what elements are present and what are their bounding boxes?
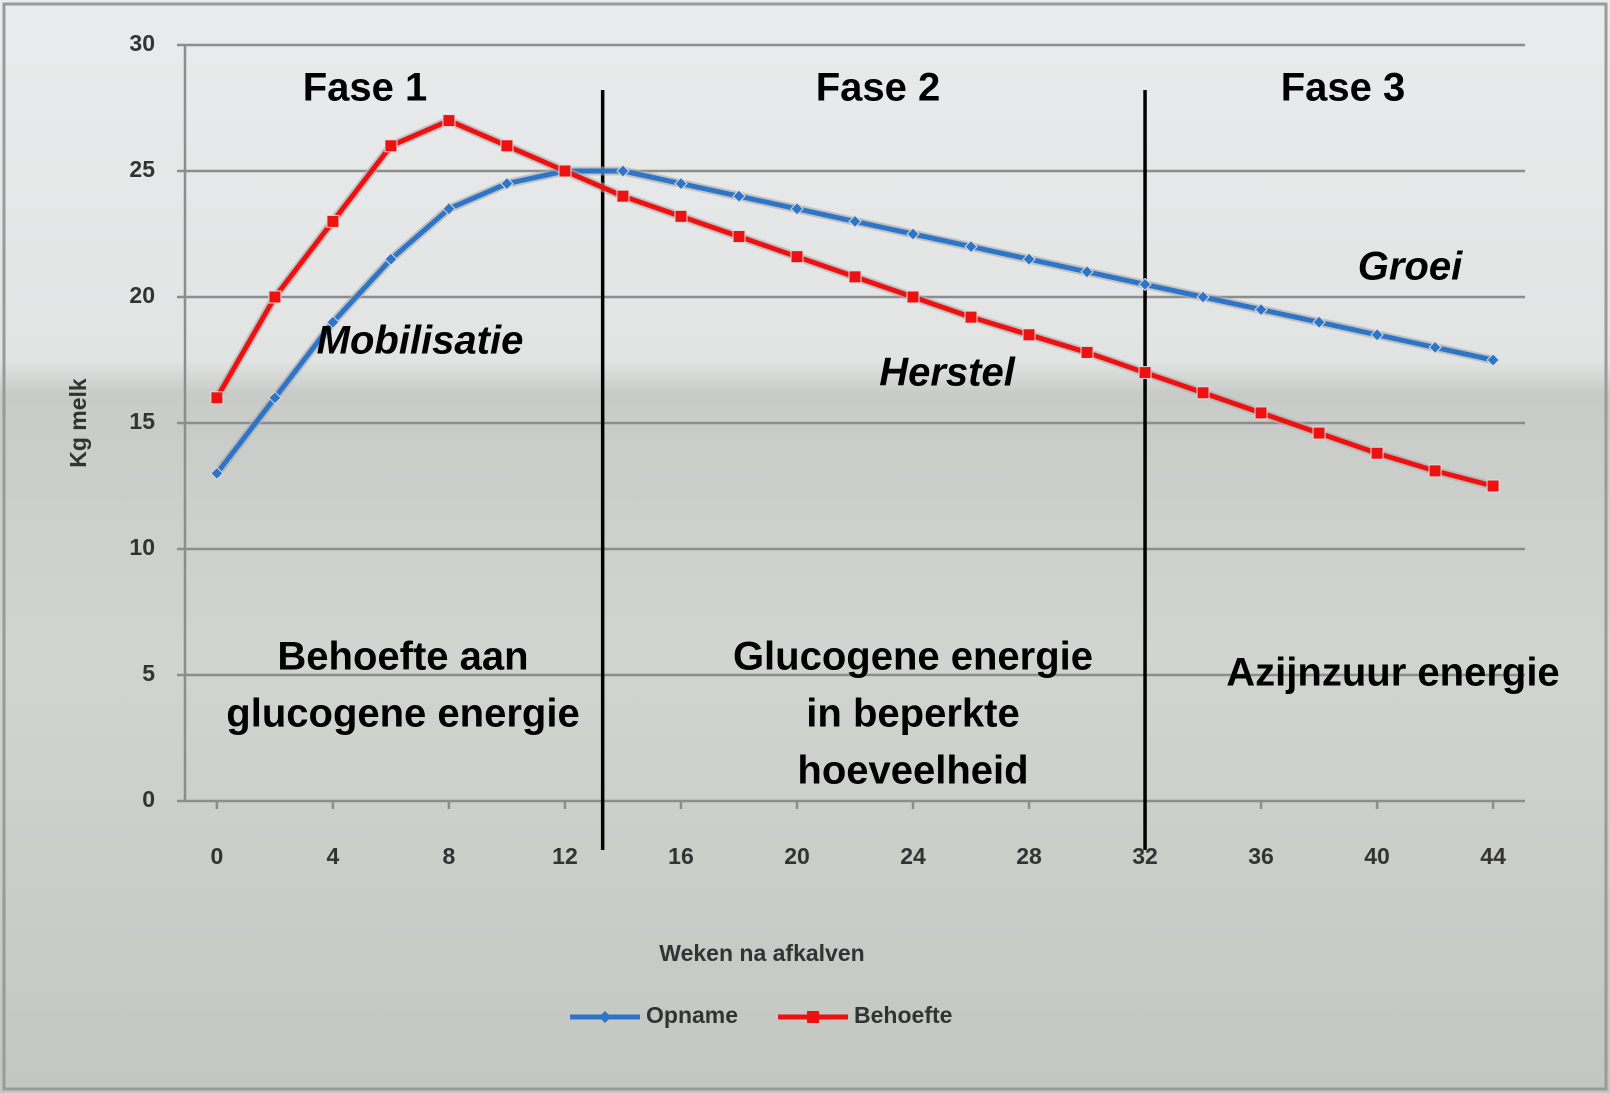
annotation: glucogene energie	[226, 692, 579, 736]
x-tick-label: 0	[211, 843, 224, 869]
marker	[1312, 426, 1326, 440]
x-tick-label: 8	[443, 843, 456, 869]
marker	[616, 189, 630, 203]
y-tick-label: 30	[129, 30, 155, 56]
marker	[210, 391, 224, 405]
marker	[1080, 265, 1094, 279]
marker	[1138, 366, 1152, 380]
marker	[1370, 446, 1384, 460]
marker	[500, 139, 514, 153]
x-tick-label: 36	[1248, 843, 1274, 869]
marker	[1370, 328, 1384, 342]
marker	[326, 315, 340, 329]
annotation: Fase 2	[816, 66, 941, 110]
marker	[674, 176, 688, 191]
annotation: Mobilisatie	[317, 319, 524, 363]
x-tick-label: 44	[1480, 843, 1506, 869]
marker	[1196, 290, 1210, 304]
marker	[964, 310, 978, 324]
annotation: Glucogene energie	[733, 635, 1093, 679]
x-tick-label: 20	[784, 843, 810, 869]
annotation: Fase 1	[303, 66, 428, 110]
marker	[906, 227, 920, 241]
marker	[1022, 328, 1036, 342]
marker	[268, 290, 282, 304]
marker	[442, 202, 456, 216]
marker	[1486, 353, 1500, 367]
marker	[384, 139, 398, 153]
x-tick-label: 24	[900, 843, 926, 869]
marker	[1196, 386, 1210, 400]
marker	[790, 250, 804, 264]
marker	[906, 290, 920, 304]
y-tick-label: 5	[142, 660, 155, 686]
marker	[732, 230, 746, 244]
x-tick-label: 4	[327, 843, 340, 869]
marker	[1022, 252, 1036, 266]
annotation: Azijnzuur energie	[1226, 651, 1559, 695]
marker	[1080, 345, 1094, 359]
marker	[442, 114, 456, 128]
legend-marker	[807, 1011, 820, 1023]
legend-label: Behoefte	[854, 1002, 952, 1028]
annotation: hoeveelheid	[797, 749, 1028, 793]
marker	[790, 202, 804, 216]
marker	[558, 164, 572, 178]
legend-label: Opname	[646, 1002, 738, 1028]
y-axis-label: Kg melk	[65, 378, 91, 468]
marker	[1254, 302, 1268, 317]
marker	[848, 214, 862, 229]
marker	[326, 214, 340, 228]
y-tick-label: 20	[129, 282, 155, 308]
y-tick-label: 0	[142, 786, 155, 812]
marker	[268, 391, 282, 405]
marker	[1486, 479, 1500, 493]
marker	[1312, 315, 1326, 329]
x-tick-label: 16	[668, 843, 694, 869]
y-tick-label: 10	[129, 534, 155, 560]
marker	[384, 252, 398, 266]
annotation: Behoefte aan	[277, 635, 528, 679]
marker	[848, 270, 862, 284]
y-tick-label: 15	[129, 408, 155, 434]
legend-marker	[599, 1011, 611, 1023]
annotation: Groei	[1358, 245, 1463, 289]
marker	[616, 164, 630, 178]
marker	[500, 176, 514, 191]
annotation: Fase 3	[1281, 66, 1406, 110]
marker	[674, 209, 688, 223]
x-tick-label: 28	[1016, 843, 1042, 869]
annotation: Herstel	[879, 351, 1016, 395]
marker	[210, 466, 224, 481]
marker	[1428, 340, 1442, 355]
y-tick-label: 25	[129, 156, 155, 182]
x-tick-label: 12	[552, 843, 578, 869]
marker	[1254, 406, 1268, 420]
marker	[1428, 464, 1442, 478]
x-tick-label: 40	[1364, 843, 1390, 869]
marker	[1138, 277, 1152, 292]
marker	[964, 239, 978, 254]
marker	[732, 189, 746, 203]
x-axis-label: Weken na afkalven	[659, 940, 864, 966]
annotation: in beperkte	[806, 692, 1019, 736]
